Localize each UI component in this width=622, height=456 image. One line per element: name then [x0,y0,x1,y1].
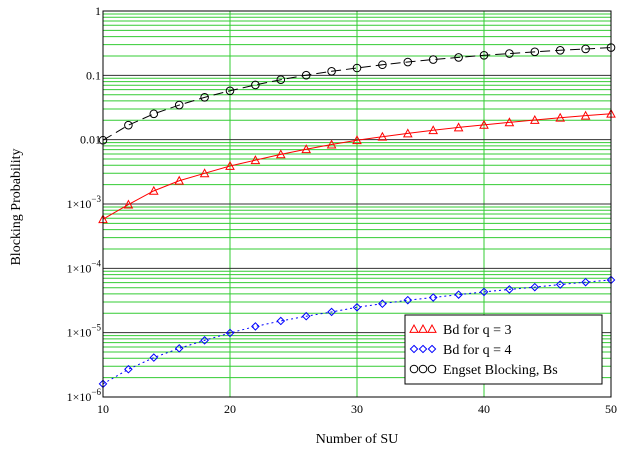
series-3-point [124,120,133,130]
y-axis-title: Blocking Probability [9,148,24,265]
series-line-3 [102,47,612,141]
series-3-point [454,53,463,62]
series-1-point [479,119,489,129]
series-1-point [250,155,261,165]
legend-marker-2 [427,344,437,354]
legend-label-2: Bd for q = 4 [443,343,512,358]
x-tick-labels: 10 20 30 40 50 [97,402,617,416]
series-3-point [174,100,184,110]
legend-box [404,314,603,385]
legend-marker-3 [418,364,428,374]
series-1-point [301,144,312,154]
legend: Bd for q = 3 Bd for q = 4 Engset Blocking,… [404,314,603,385]
legend-marker-3 [409,364,419,374]
series-3-point [149,109,159,119]
series-2-point [479,287,489,297]
series-2-point [225,328,235,338]
series-1-point [402,128,413,138]
series-3-point [505,49,514,58]
y-tick-labels: 1 0.1 0.01 1×10−3 1×10−4 1×10−5 1×10−6 [67,4,102,404]
series-2-point [378,299,387,309]
series-2-point [403,295,413,305]
x-tick-label: 50 [605,402,617,416]
series-1-point [275,149,286,159]
series-3-point [301,70,311,80]
legend-marker-3 [427,364,437,374]
series-3-point [403,57,413,67]
legend-marker-1 [418,323,428,333]
y-tick-label: 0.1 [86,68,101,82]
series-1-point [199,168,210,178]
series-1-point [326,139,337,149]
legend-marker-2 [418,344,428,354]
legend-label-3: Engset Blocking, Bs [443,363,558,378]
x-tick-label: 10 [97,402,109,416]
series-2-point [428,293,438,302]
y-tick-label: 0.01 [80,133,101,147]
series-2-point [352,302,362,312]
series-2-point [149,353,159,362]
series-1-point [555,112,566,122]
series-2-point [174,344,184,353]
series-3-point [251,80,260,90]
series-3-point [200,93,209,102]
series-1-point [453,122,464,132]
series-1-point [504,117,515,127]
series-1-point [428,125,439,135]
x-tick-label: 20 [224,402,236,416]
series-line-1 [102,113,612,220]
y-tick-label: 1×10−6 [67,387,102,404]
series-3-point [352,63,362,73]
y-tick-label: 1×10−3 [67,194,102,211]
legend-label-1: Bd for q = 3 [443,323,512,338]
series-3-point [479,50,489,60]
series-2-point [251,322,260,331]
series-1-point [377,131,388,141]
series-2-point [276,316,286,326]
series-3-point [276,75,286,85]
series-3-point [428,55,438,64]
series-2-point [327,307,336,317]
series-2-point [530,282,540,292]
series-1-point [529,114,540,124]
series-3-point [225,86,235,96]
series-1-point [352,135,362,145]
series-lines [102,47,612,385]
series-1-point [148,185,159,195]
y-tick-label: 1×10−4 [67,258,102,275]
y-tick-label: 1×10−5 [67,323,102,340]
series-2-point [555,280,565,289]
legend-marker-2 [409,344,419,354]
series-line-2 [102,279,612,385]
series-2-point [505,285,514,294]
series-1-point [123,199,134,209]
series-1-point [580,110,591,120]
series-1-point [174,175,185,185]
series-3-point [555,45,565,55]
series-2-point [581,277,590,287]
x-tick-label: 40 [478,402,490,416]
series-1-point [225,160,235,170]
series-2-point [301,311,311,321]
y-tick-label: 1 [95,4,101,18]
legend-marker-1 [427,323,437,333]
series-2-point [200,336,209,345]
legend-marker-1 [409,323,419,333]
series-2-point [454,290,463,299]
grid-lines [102,10,612,398]
x-axis-title: Number of SU [316,432,398,447]
series-2-point [124,364,133,374]
series-3-point [378,60,387,70]
x-tick-label: 30 [351,402,363,416]
series-3-point [530,47,540,57]
series-3-point [581,44,590,54]
plot-frame [102,10,612,398]
series-3-point [327,67,336,76]
